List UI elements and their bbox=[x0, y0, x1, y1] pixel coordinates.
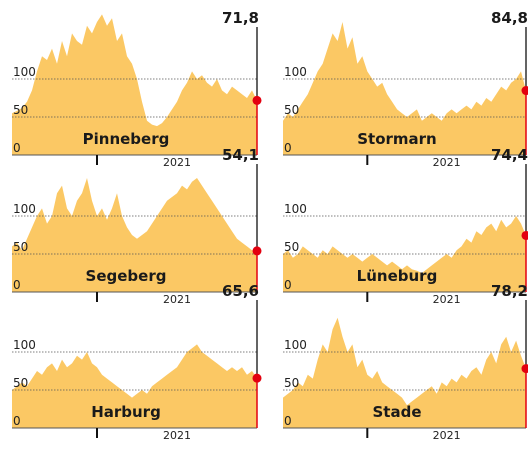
y-tick-label: 50 bbox=[284, 103, 299, 117]
y-tick-label: 0 bbox=[13, 278, 21, 292]
x-tick-label: 2021 bbox=[433, 156, 461, 169]
panel-title: Segeberg bbox=[86, 267, 167, 285]
last-point bbox=[521, 86, 528, 96]
last-point bbox=[252, 95, 262, 105]
area bbox=[283, 216, 526, 292]
x-tick-label: 2021 bbox=[433, 429, 461, 442]
value-label: 65,6 bbox=[222, 282, 259, 300]
last-point bbox=[521, 364, 528, 374]
area bbox=[12, 344, 257, 428]
panel-title: Pinneberg bbox=[83, 130, 170, 148]
y-tick-label: 50 bbox=[13, 376, 28, 390]
y-tick-label: 100 bbox=[13, 65, 36, 79]
y-tick-label: 0 bbox=[284, 414, 292, 428]
x-tick-label: 2021 bbox=[433, 293, 461, 306]
y-tick-label: 0 bbox=[13, 414, 21, 428]
y-tick-label: 0 bbox=[284, 278, 292, 292]
y-tick-label: 50 bbox=[284, 376, 299, 390]
y-tick-label: 0 bbox=[284, 141, 292, 155]
y-tick-label: 100 bbox=[284, 65, 307, 79]
panel-title: Lüneburg bbox=[357, 267, 438, 285]
y-tick-label: 100 bbox=[284, 202, 307, 216]
area bbox=[283, 317, 526, 428]
last-point bbox=[252, 246, 262, 256]
y-tick-label: 100 bbox=[13, 338, 36, 352]
y-tick-label: 100 bbox=[13, 202, 36, 216]
value-label: 71,8 bbox=[222, 9, 259, 27]
area bbox=[12, 14, 257, 156]
y-tick-label: 0 bbox=[13, 141, 21, 155]
value-label: 84,8 bbox=[491, 9, 528, 27]
y-tick-label: 50 bbox=[13, 240, 28, 254]
y-tick-label: 50 bbox=[13, 103, 28, 117]
y-tick-label: 100 bbox=[284, 338, 307, 352]
value-label: 74,4 bbox=[491, 146, 528, 164]
x-tick-label: 2021 bbox=[163, 429, 191, 442]
y-tick-label: 50 bbox=[284, 240, 299, 254]
area bbox=[12, 178, 257, 292]
value-label: 78,2 bbox=[491, 282, 528, 300]
panel-title: Stade bbox=[372, 403, 421, 421]
last-point bbox=[252, 373, 262, 383]
panel-title: Stormarn bbox=[357, 130, 437, 148]
area bbox=[283, 22, 526, 155]
x-tick-label: 2021 bbox=[163, 293, 191, 306]
x-tick-label: 2021 bbox=[163, 156, 191, 169]
last-point bbox=[521, 230, 528, 240]
panel-title: Harburg bbox=[91, 403, 161, 421]
value-label: 54,1 bbox=[222, 146, 259, 164]
